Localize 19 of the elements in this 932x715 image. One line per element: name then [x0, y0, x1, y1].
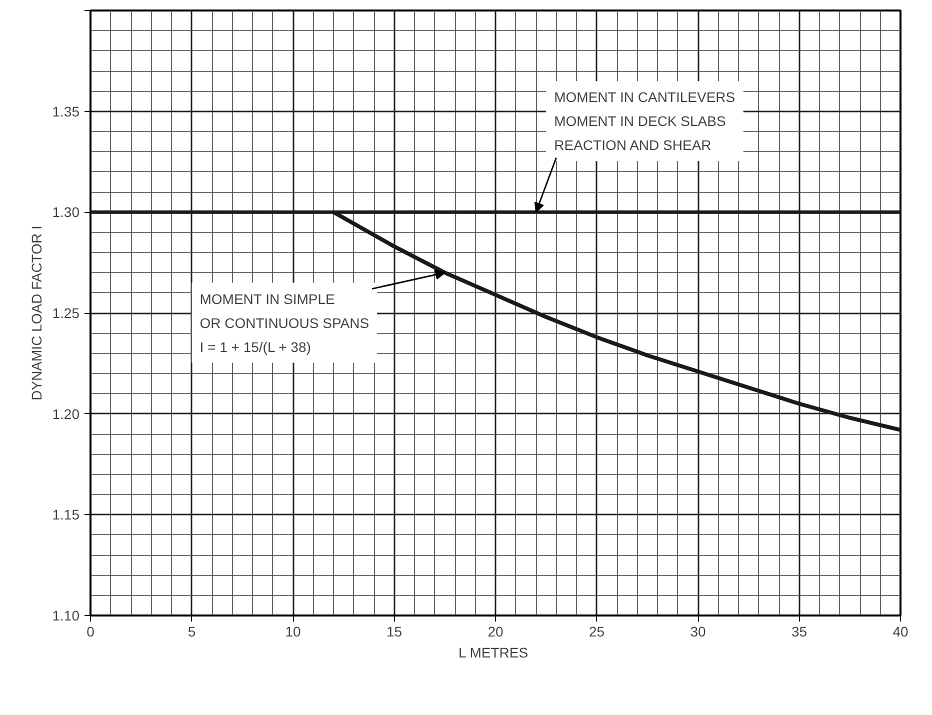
x-tick-label: 35 [791, 624, 808, 640]
annotation: MOMENT IN CANTILEVERS MOMENT IN DECK SLABS REACTION AND SHEAR [554, 89, 736, 154]
x-tick-label: 25 [588, 624, 605, 640]
y-tick-label: 1.15 [52, 506, 80, 523]
x-tick-label: 15 [386, 624, 402, 640]
x-tick-label: 10 [285, 624, 301, 640]
annotation: MOMENT IN SIMPLE OR CONTINUOUS SPANS I = 1 + 15/(L + 38) [200, 290, 370, 355]
x-tick-label: 40 [892, 624, 908, 640]
y-tick-label: 1.35 [52, 103, 80, 120]
x-tick-label: 20 [488, 624, 504, 640]
x-tick-label: 0 [86, 624, 95, 640]
x-tick-label: 5 [188, 624, 196, 640]
y-tick-label: 1.25 [52, 305, 80, 321]
y-tick-label: 1.10 [52, 608, 80, 624]
y-tick-label: 1.20 [52, 406, 80, 422]
y-tick-label: 1.30 [52, 204, 80, 220]
x-axis-title: L METRES [458, 644, 528, 660]
y-axis-title: DYNAMIC LOAD FACTOR I [28, 226, 44, 400]
x-tick-label: 30 [690, 624, 706, 640]
